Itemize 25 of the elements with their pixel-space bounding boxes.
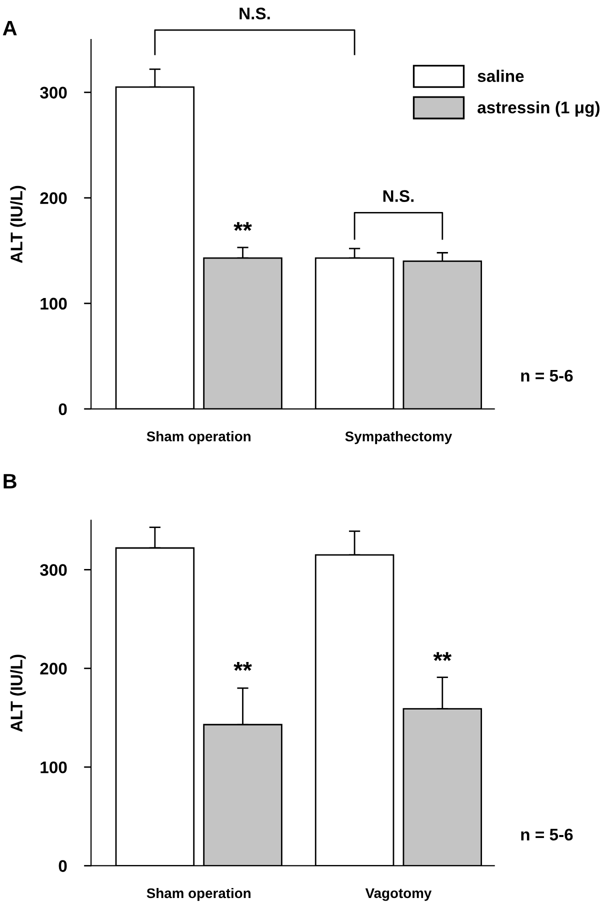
y-tick-label: 0 (58, 860, 67, 872)
x-tick-label: Sham operation (146, 431, 250, 444)
annotation: N.S. (383, 190, 414, 202)
text: N.S. (240, 8, 270, 20)
x-tick-label: Sympathectomy (345, 431, 452, 444)
y-tick-label: 100 (40, 761, 67, 774)
x-tick-label: Vagotomy (365, 888, 432, 901)
text: n = 5-6 (521, 370, 573, 382)
y-tick-label: 300 (40, 564, 67, 576)
annotation: ** (234, 662, 252, 671)
annotation: ** (234, 222, 252, 231)
y-tick-label: 100 (40, 298, 67, 310)
y-axis-title: ALT (IU/L) (10, 186, 26, 264)
y-axis-title: ALT (IU/L) (10, 654, 26, 732)
y-tick-label: 200 (40, 662, 67, 675)
legend-label: saline (478, 70, 524, 82)
x-tick-label: Sham operation (146, 888, 250, 901)
chart-title: A (2, 20, 17, 36)
y-tick-label: 0 (58, 403, 67, 416)
y-tick-label: 200 (40, 192, 67, 204)
text: n = 5-6 (521, 828, 573, 841)
annotation: ** (433, 652, 452, 661)
chart-title: B (4, 474, 16, 488)
y-tick-label: 300 (40, 86, 67, 99)
legend-label: astressin (1 μg) (478, 101, 600, 117)
